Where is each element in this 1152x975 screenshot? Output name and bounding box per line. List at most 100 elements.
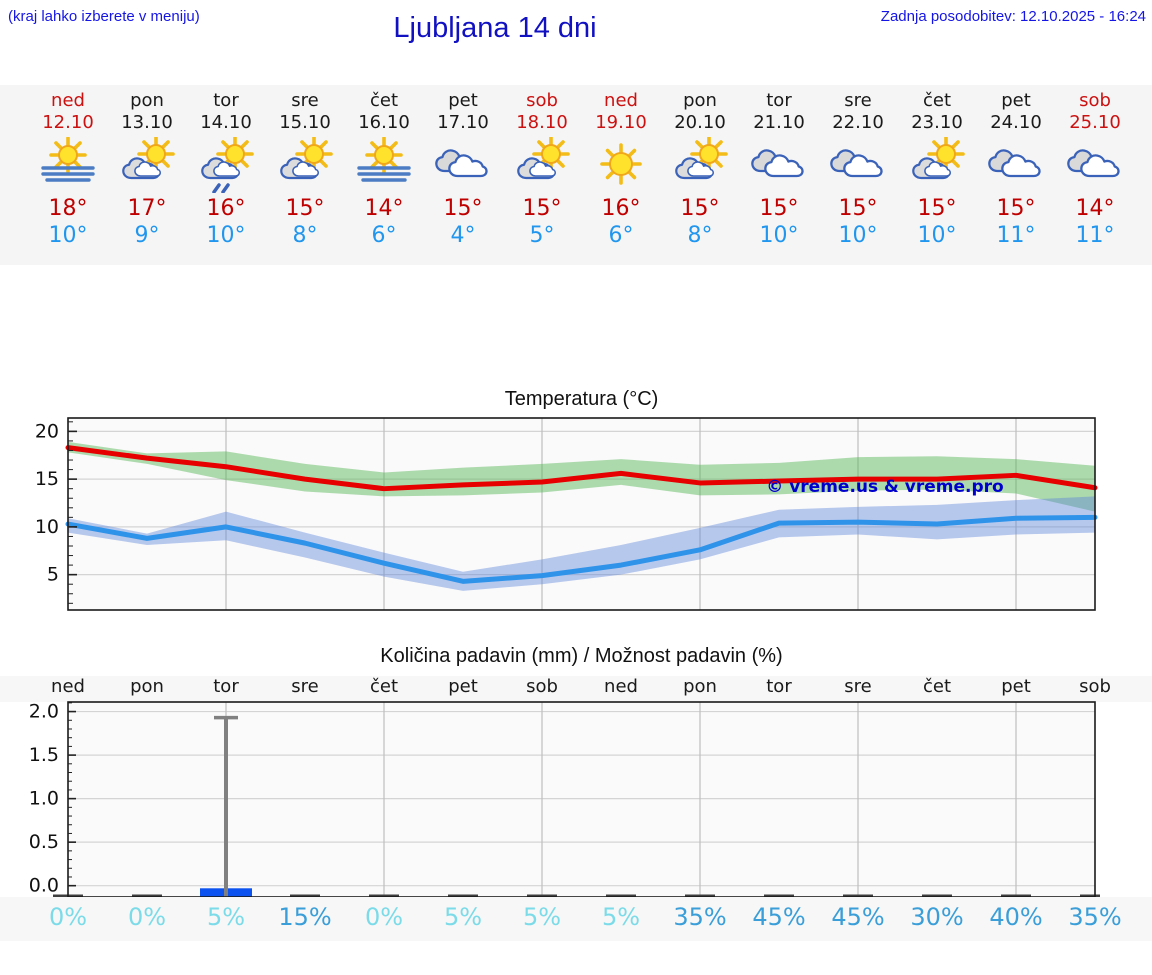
high-temp: 15° <box>443 196 483 221</box>
high-temp: 15° <box>522 196 562 221</box>
low-temp: 10° <box>48 223 88 248</box>
day-name: pon <box>683 90 717 111</box>
precip-day-label: ned <box>51 676 85 697</box>
precip-probability-value: 45% <box>752 903 806 931</box>
low-temp: 9° <box>134 223 160 248</box>
precip-probability-value: 5% <box>601 903 641 931</box>
cloudy-icon <box>988 149 1041 178</box>
precip-day-labels: ned pon tor sre čet pet sob ned pon tor sre čet pet s… <box>0 676 1152 702</box>
precipitation-chart-title: Količina padavin (mm) / Možnost padavin … <box>380 645 783 667</box>
day-date: 18.10 <box>516 112 568 133</box>
partly-cloudy-icon <box>675 135 728 180</box>
weather-icon-slot <box>582 137 661 193</box>
precip-probability-value: 35% <box>1068 903 1122 931</box>
high-temp: 16° <box>206 196 246 221</box>
forecast-day-column: ned 12.10 18° 10° <box>29 85 108 249</box>
precip-day-label: sre <box>844 676 872 697</box>
high-temp: 15° <box>680 196 720 221</box>
high-temp: 14° <box>364 196 404 221</box>
high-temp: 15° <box>838 196 878 221</box>
day-name: sre <box>844 90 872 111</box>
watermark-link[interactable]: © vreme.us & vreme.pro <box>766 477 1003 497</box>
forecast-day-column: tor 14.10 16° 10° <box>187 85 266 249</box>
precip-ytick-label: 1.0 <box>29 788 59 810</box>
precip-probability-value: 0% <box>364 903 404 931</box>
weather-icon-slot <box>977 137 1056 193</box>
high-temp: 15° <box>759 196 799 221</box>
day-name: sre <box>291 90 319 111</box>
precip-probability-value: 15% <box>278 903 332 931</box>
day-date: 21.10 <box>753 112 805 133</box>
last-updated: Zadnja posodobitev: 12.10.2025 - 16:24 <box>880 8 1146 25</box>
cloudy-icon <box>751 149 804 178</box>
temp-ytick-label: 15 <box>35 468 59 490</box>
day-name: ned <box>604 90 638 111</box>
precip-ytick-label: 1.5 <box>29 744 59 766</box>
forecast-day-column: tor 21.10 15° 10° <box>740 85 819 249</box>
precip-probability-value: 0% <box>127 903 167 931</box>
low-temp: 6° <box>371 223 397 248</box>
precip-day-label: sob <box>526 676 558 697</box>
low-temp: 11° <box>1075 223 1115 248</box>
day-date: 25.10 <box>1069 112 1121 133</box>
low-temp: 6° <box>608 223 634 248</box>
weather-icon-slot <box>424 137 503 193</box>
day-name: pet <box>1001 90 1031 111</box>
forecast-day-column: čet 23.10 15° 10° <box>898 85 977 249</box>
temperature-chart-title: Temperatura (°C) <box>504 388 659 410</box>
precip-probability-band: 0% 0% 5% 15% 0% 5% 5% 5% 35% 45% 45% 30% 40% 35% <box>0 897 1152 941</box>
precip-day-label: tor <box>766 676 792 697</box>
day-name: sob <box>526 90 558 111</box>
day-name: ned <box>51 90 85 111</box>
forecast-strip: ned 12.10 18° 10° pon 13.10 17° 9° tor 14.10 16° 10… <box>0 85 1152 265</box>
temp-ytick-label: 10 <box>35 516 59 538</box>
low-temp: 5° <box>529 223 555 248</box>
low-temp: 10° <box>206 223 246 248</box>
precip-probability-value: 5% <box>206 903 246 931</box>
forecast-day-column: pet 17.10 15° 4° <box>424 85 503 249</box>
day-date: 12.10 <box>42 112 94 133</box>
high-temp: 17° <box>127 196 167 221</box>
partly-cloudy-icon <box>912 135 965 180</box>
day-date: 23.10 <box>911 112 963 133</box>
day-name: pet <box>448 90 478 111</box>
precipitation-chart: 0.0 0.5 1.0 1.5 2.0 <box>29 701 1100 898</box>
precip-probability-value: 35% <box>673 903 727 931</box>
forecast-day-column: sob 18.10 15° 5° <box>503 85 582 249</box>
weather-icon-slot <box>503 135 582 193</box>
low-temp: 10° <box>838 223 878 248</box>
high-temp: 14° <box>1075 196 1115 221</box>
high-temp: 15° <box>917 196 957 221</box>
day-date: 16.10 <box>358 112 410 133</box>
precip-day-label: pon <box>683 676 717 697</box>
precip-day-label: sre <box>291 676 319 697</box>
weather-icon-slot <box>187 135 266 194</box>
partly-cloudy-icon <box>517 135 570 180</box>
high-temp: 18° <box>48 196 88 221</box>
weather-icon-slot <box>740 137 819 193</box>
cloudy-icon <box>1067 149 1120 178</box>
forecast-day-column: ned 19.10 16° 6° <box>582 85 661 249</box>
temp-ytick-label: 20 <box>35 420 59 442</box>
precip-probability-value: 5% <box>522 903 562 931</box>
high-temp: 15° <box>996 196 1036 221</box>
page-title: Ljubljana 14 dni <box>393 12 597 44</box>
weather-icon-slot <box>661 135 740 193</box>
high-temp: 16° <box>601 196 641 221</box>
day-date: 17.10 <box>437 112 489 133</box>
weather-icon-slot <box>819 137 898 193</box>
low-temp: 4° <box>450 223 476 248</box>
cloudy-icon <box>435 149 488 178</box>
precip-day-label: sob <box>1079 676 1111 697</box>
day-date: 19.10 <box>595 112 647 133</box>
precip-probability-value: 45% <box>831 903 885 931</box>
low-temp: 11° <box>996 223 1036 248</box>
precip-day-label: čet <box>369 676 399 697</box>
day-name: pon <box>130 90 164 111</box>
day-date: 22.10 <box>832 112 884 133</box>
forecast-day-column: čet 16.10 14° 6° <box>345 85 424 249</box>
partly-cloudy-showers-icon <box>201 135 254 194</box>
sun-fog-icon <box>41 136 95 182</box>
high-temp: 15° <box>285 196 325 221</box>
precip-ytick-label: 0.5 <box>29 831 59 853</box>
